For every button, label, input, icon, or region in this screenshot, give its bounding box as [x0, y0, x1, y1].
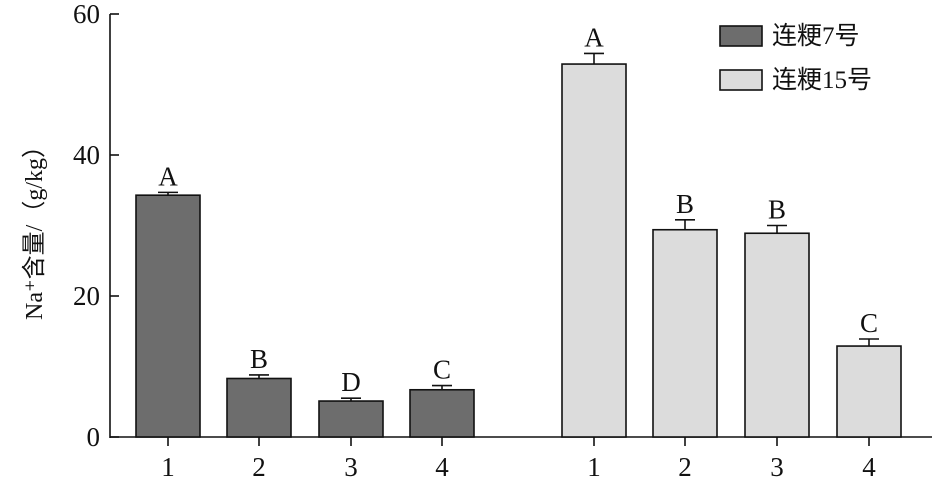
x-tick-label: 4	[435, 452, 449, 482]
x-tick-label: 2	[678, 452, 692, 482]
bar-lianjing7-1	[135, 194, 201, 438]
y-axis-label: Na⁺含量/（g/kg）	[21, 134, 48, 320]
x-tick-label: 3	[770, 452, 784, 482]
legend-label-lianjing15: 连粳15号	[772, 66, 872, 94]
significance-letter: B	[768, 195, 786, 225]
legend-swatch-lianjing7	[719, 25, 763, 47]
y-tick-label: 60	[73, 0, 100, 29]
significance-letter: C	[433, 355, 451, 385]
x-tick-label: 4	[862, 452, 876, 482]
x-tick-label: 2	[252, 452, 266, 482]
y-axis: 0 20 40 60	[73, 0, 119, 452]
bar-lianjing7-3	[318, 400, 384, 438]
bars: A B D C A B B C	[135, 22, 902, 438]
y-tick-label: 0	[87, 422, 101, 452]
significance-letter: A	[584, 22, 604, 52]
bar-lianjing15-4	[836, 345, 902, 438]
bar-lianjing7-2	[226, 377, 292, 438]
x-tick-label: 3	[344, 452, 358, 482]
x-tick-label: 1	[161, 452, 175, 482]
significance-letter: B	[250, 344, 268, 374]
bar-lianjing15-2	[652, 228, 718, 438]
bar-lianjing7-4	[409, 388, 475, 438]
y-tick-label: 40	[73, 140, 100, 170]
significance-letter: B	[676, 189, 694, 219]
bar-lianjing15-3	[744, 232, 810, 438]
legend-label-lianjing7: 连粳7号	[772, 22, 860, 50]
significance-letter: C	[860, 308, 878, 338]
significance-letter: D	[341, 367, 361, 397]
legend-swatch-lianjing15	[719, 69, 763, 91]
significance-letter: A	[158, 161, 178, 191]
legend: 连粳7号 连粳15号	[719, 22, 872, 94]
x-axis: 1 2 3 4 1 2 3 4	[110, 436, 932, 482]
y-tick-label: 20	[73, 281, 100, 311]
bar-lianjing15-1	[561, 63, 627, 438]
x-tick-label: 1	[587, 452, 601, 482]
